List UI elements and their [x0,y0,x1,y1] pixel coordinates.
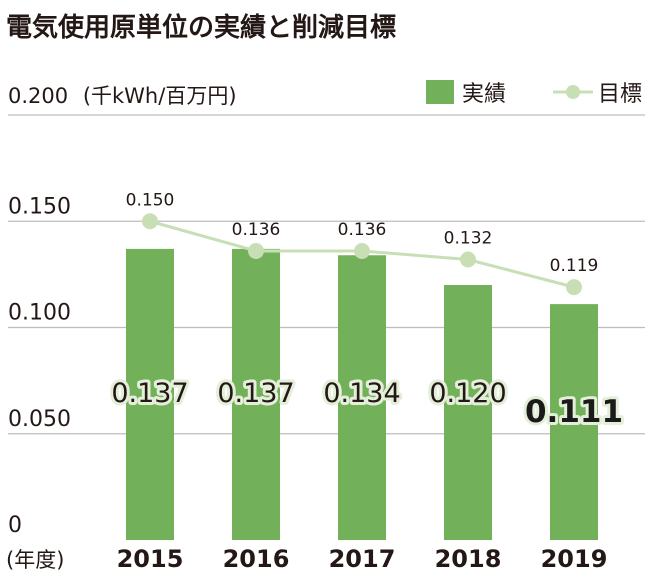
x-tick-2015: 2015 [117,545,184,573]
bar-2017 [338,255,386,540]
target-label-2015: 0.150 [126,190,175,210]
chart-title: 電気使用原単位の実績と削減目標 [6,12,396,43]
target-label-2016: 0.136 [232,220,281,240]
bar-label-2018: 0.120 [429,378,506,409]
legend-marker-target [566,85,580,99]
x-tick-2019: 2019 [541,545,608,573]
bar-label-2017: 0.134 [323,378,400,409]
x-tick-2018: 2018 [435,545,502,573]
bar-label-2019: 0.111 [525,394,623,430]
target-point-2016 [248,243,264,259]
target-point-2018 [460,251,476,268]
bar-2018 [444,285,492,540]
bar-label-2016: 0.137 [217,378,294,409]
target-point-2015 [142,213,158,230]
unit-text: (千kWh/百万円) [83,84,237,108]
target-label-2018: 0.132 [444,229,493,249]
bar-2019 [550,304,598,540]
y-tick-label: 0.150 [8,194,71,219]
gridlines [8,114,645,435]
y-tick-top: 0.200 [8,84,68,108]
legend-label-actual: 実績 [462,82,506,107]
y-ticks: 0 0.050 0.100 0.150 [8,194,71,538]
x-ticks: 2015 2016 2017 2018 2019 [117,545,608,573]
x-tick-2017: 2017 [329,545,396,573]
legend-label-target: 目標 [598,82,642,107]
bars [126,248,598,540]
y-tick-label: 0 [8,513,22,538]
data-labels: 0.150 0.136 0.136 0.132 0.119 0.137 0.137 0.134… [108,190,626,433]
target-label-2019: 0.119 [550,256,599,276]
legend: 実績 目標 [426,80,642,107]
legend-swatch-actual [426,80,454,104]
x-axis-label: (年度) [6,548,64,572]
bar-2016 [232,248,280,540]
y-tick-label: 0.050 [8,407,71,432]
target-label-2017: 0.136 [338,220,387,240]
target-line [142,213,582,296]
y-unit-label: 0.200 (千kWh/百万円) [8,84,237,108]
bar-2015 [126,248,174,540]
y-tick-label: 0.100 [8,301,71,326]
bar-label-2015: 0.137 [111,378,188,409]
target-point-2019 [566,279,582,296]
x-tick-2016: 2016 [223,545,290,573]
target-point-2017 [354,243,370,259]
